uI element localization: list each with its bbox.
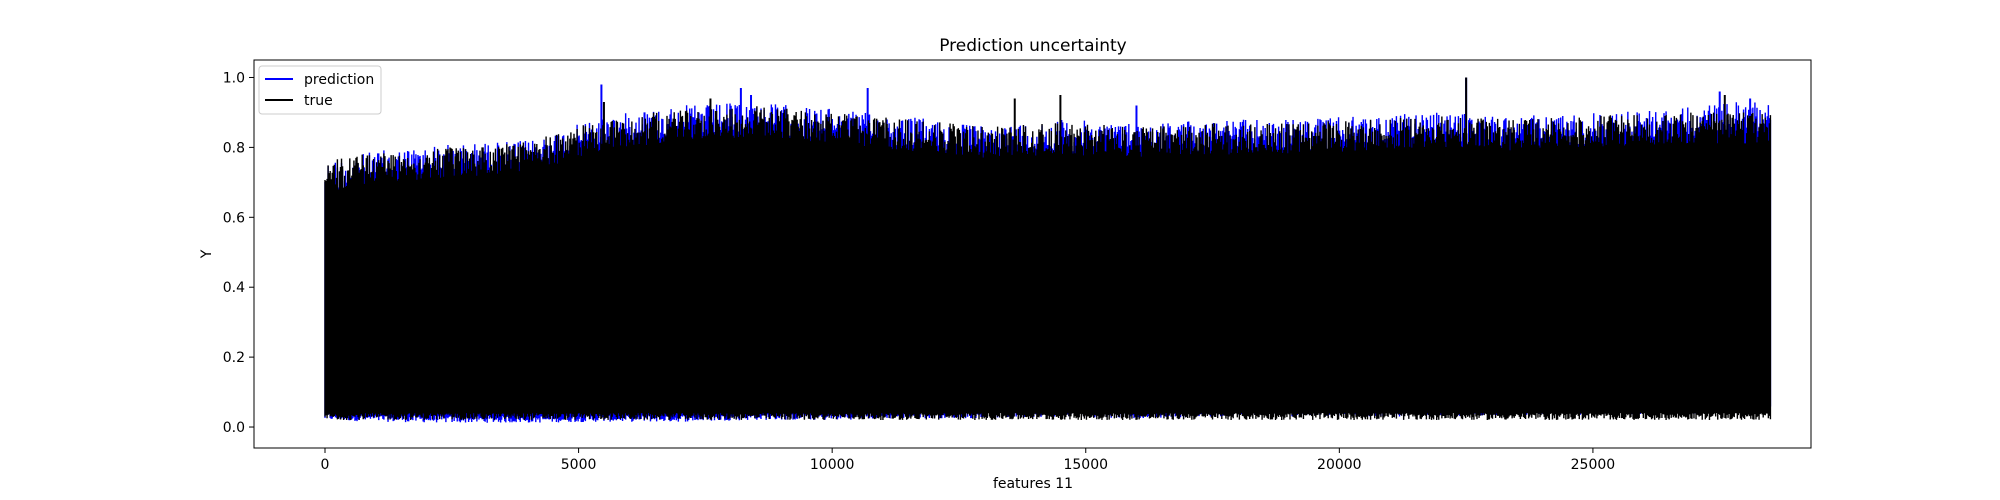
- x-tick-label: 25000: [1571, 457, 1616, 473]
- x-tick-label: 10000: [810, 457, 855, 473]
- y-tick-label: 0.0: [223, 420, 245, 436]
- y-tick-label: 0.6: [223, 210, 245, 226]
- x-axis-label: features 11: [993, 476, 1073, 492]
- y-tick-label: 0.4: [223, 280, 245, 296]
- legend: prediction true: [258, 65, 382, 115]
- y-tick-label: 0.2: [223, 350, 245, 366]
- x-tick-label: 15000: [1063, 457, 1108, 473]
- series-layer: [324, 77, 1772, 423]
- x-tick-label: 0: [321, 457, 330, 473]
- y-tick-label: 0.8: [223, 140, 245, 156]
- legend-label-true: true: [304, 93, 333, 109]
- y-tick-label: 1.0: [223, 70, 245, 86]
- plot-frame: [253, 59, 1812, 449]
- y-axis: 0.0 0.2 0.4 0.6 0.8 1.0: [223, 70, 254, 436]
- x-tick-label: 20000: [1317, 457, 1362, 473]
- y-axis-label: Y: [199, 249, 215, 259]
- legend-label-prediction: prediction: [304, 72, 374, 88]
- x-axis: 0 5000 10000 15000 20000 25000: [321, 448, 1616, 473]
- x-tick-label: 5000: [561, 457, 597, 473]
- chart-title: Prediction uncertainty: [939, 36, 1127, 56]
- series-line-true: [324, 106, 1772, 421]
